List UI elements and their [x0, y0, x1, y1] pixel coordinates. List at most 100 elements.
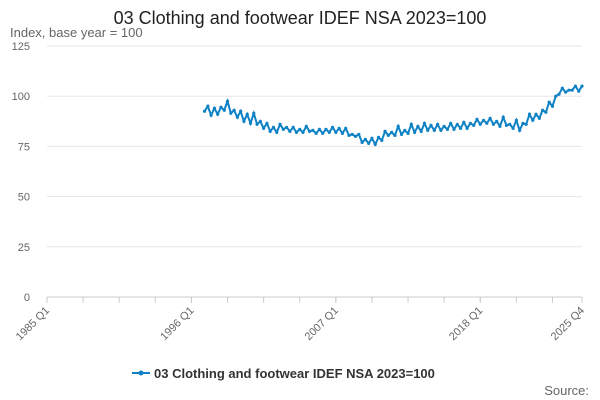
x-tick-label: 2018 Q1	[447, 305, 485, 343]
data-point	[373, 142, 377, 146]
data-point	[304, 124, 308, 128]
data-point	[327, 130, 331, 134]
data-point	[468, 121, 473, 125]
data-point	[426, 128, 430, 132]
data-point	[370, 136, 374, 140]
data-point	[573, 84, 578, 88]
data-point	[534, 112, 538, 116]
data-point	[317, 127, 322, 131]
data-point	[225, 99, 230, 103]
data-point	[403, 128, 407, 132]
data-point	[422, 121, 427, 125]
data-point	[219, 105, 223, 109]
data-point	[449, 121, 453, 125]
data-point	[386, 133, 390, 137]
data-point	[563, 90, 568, 94]
data-point	[416, 124, 420, 128]
data-point	[478, 122, 482, 126]
data-point	[511, 126, 515, 130]
data-point	[239, 109, 243, 113]
data-point	[360, 140, 364, 144]
source-label[interactable]: Source:	[544, 383, 589, 398]
data-point	[285, 125, 289, 129]
data-point	[396, 124, 400, 128]
data-point	[577, 89, 581, 93]
data-point	[413, 130, 417, 134]
data-point	[435, 122, 440, 126]
data-point	[504, 123, 509, 127]
y-axis-label: Index, base year = 100	[10, 25, 143, 40]
data-point	[376, 135, 381, 139]
data-point	[481, 118, 486, 122]
data-point	[475, 117, 479, 121]
y-tick-label: 75	[18, 141, 30, 153]
data-point	[307, 129, 312, 133]
y-tick-label: 0	[24, 292, 30, 304]
data-point	[544, 110, 548, 114]
data-point	[255, 122, 259, 126]
data-point	[291, 125, 295, 129]
data-point	[347, 133, 351, 137]
data-point	[202, 109, 207, 113]
data-point	[268, 129, 272, 133]
data-point	[278, 122, 282, 126]
data-point	[330, 125, 335, 129]
data-point	[521, 121, 525, 125]
data-point	[462, 120, 466, 124]
data-point	[232, 108, 236, 112]
data-point	[409, 122, 413, 126]
data-point	[393, 133, 397, 137]
data-point	[452, 127, 456, 131]
data-point	[281, 127, 285, 131]
data-point	[340, 131, 344, 135]
data-point	[275, 130, 279, 134]
data-point	[580, 84, 584, 88]
data-point	[445, 127, 450, 131]
data-point	[472, 123, 476, 127]
data-point	[311, 128, 315, 132]
data-point	[541, 108, 545, 112]
data-point	[531, 118, 535, 122]
data-point	[367, 141, 371, 145]
data-point	[488, 116, 492, 120]
data-point	[567, 88, 571, 92]
data-point	[495, 119, 499, 123]
data-point	[390, 130, 394, 134]
legend[interactable]: 03 Clothing and footwear IDEF NSA 2023=1…	[132, 366, 435, 381]
data-point	[485, 121, 489, 125]
data-point	[363, 137, 367, 141]
data-point	[514, 118, 518, 122]
data-point	[429, 123, 433, 127]
data-point	[337, 126, 341, 130]
data-point	[353, 134, 358, 138]
data-point	[258, 119, 262, 123]
data-point	[383, 129, 387, 133]
data-point	[314, 131, 318, 135]
x-tick-label: 1996 Q1	[158, 305, 196, 343]
y-tick-label: 25	[18, 242, 30, 254]
data-point	[271, 125, 276, 129]
data-point	[560, 86, 564, 90]
data-point	[419, 129, 423, 133]
data-point	[222, 108, 226, 112]
legend-label: 03 Clothing and footwear IDEF NSA 2023=1…	[154, 366, 435, 381]
x-tick-label: 2025 Q4	[549, 305, 587, 343]
x-tick-label: 1985 Q1	[14, 305, 52, 343]
data-point	[547, 100, 551, 104]
data-point	[324, 127, 328, 131]
data-point	[288, 129, 292, 133]
data-point	[216, 112, 220, 116]
data-point	[399, 132, 404, 136]
chart-title: 03 Clothing and footwear IDEF NSA 2023=1…	[114, 8, 487, 28]
data-point	[527, 112, 532, 116]
data-point	[206, 104, 210, 108]
data-point	[212, 106, 216, 110]
data-point	[439, 128, 443, 132]
series-line	[203, 84, 583, 147]
data-point	[508, 122, 512, 126]
data-point	[294, 130, 299, 134]
data-point	[491, 122, 495, 126]
data-point	[557, 92, 561, 96]
